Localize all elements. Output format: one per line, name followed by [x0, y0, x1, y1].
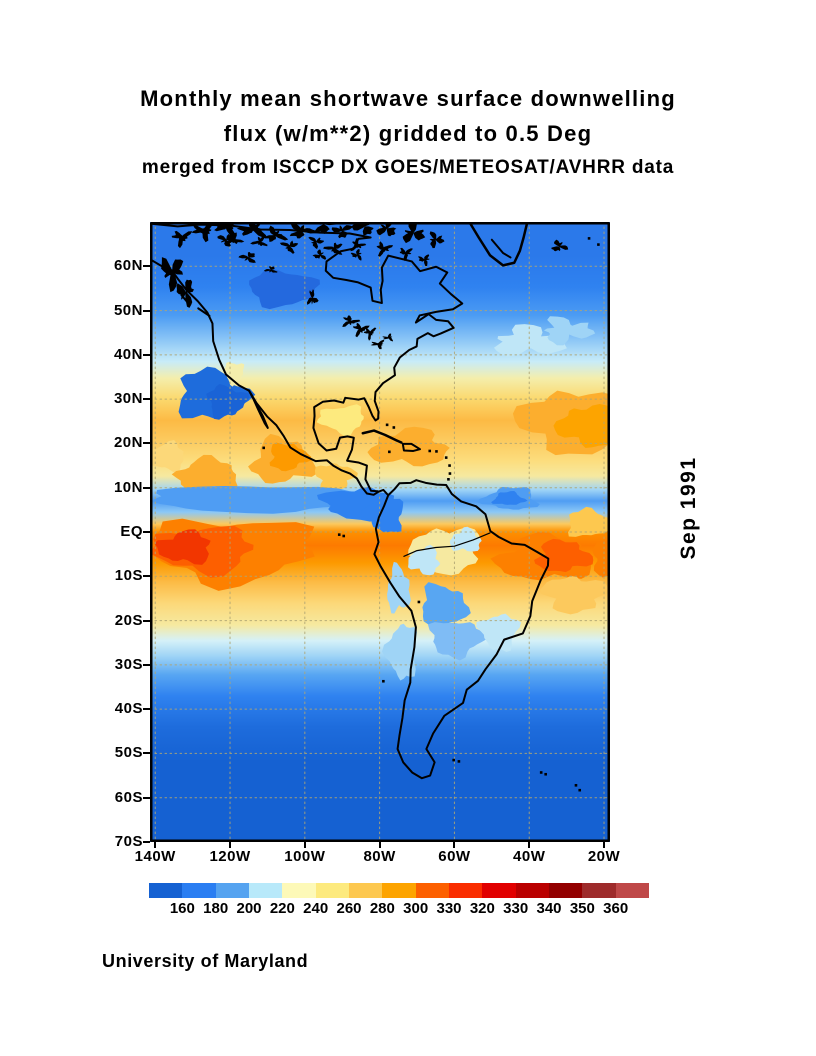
colorbar-segment [149, 883, 183, 898]
lat-tick-mark [143, 663, 150, 666]
title-line-3: merged from ISCCP DX GOES/METEOSAT/AVHRR… [141, 157, 675, 178]
map-canvas [150, 222, 610, 842]
attribution-text: University of Maryland [102, 951, 309, 971]
lat-tick-label: 60S [114, 788, 143, 806]
colorbar-segment [549, 883, 583, 898]
colorbar-segment [182, 883, 217, 898]
colorbar-tick-label: 320 [469, 900, 495, 917]
lat-tick-label: EQ [120, 523, 143, 540]
colorbar-segment [282, 883, 317, 898]
lat-tick-label: 60N [113, 257, 143, 275]
title-line-1: Monthly mean shortwave surface downwelli… [140, 86, 676, 111]
lat-tick-label: 40N [113, 345, 143, 363]
lat-tick-mark [143, 486, 150, 489]
colorbar-tick-label: 330 [436, 900, 462, 917]
lon-tick-label: 140W [134, 848, 176, 865]
lon-tick-label: 40W [513, 848, 546, 865]
lon-tick-mark [528, 842, 531, 848]
lat-tick-mark [143, 841, 150, 843]
lon-tick-mark [154, 842, 157, 848]
lat-tick-label: 50N [113, 301, 143, 319]
colorbar-tick-label: 300 [403, 900, 429, 917]
colorbar-segment [382, 883, 417, 898]
lat-tick-mark [143, 708, 150, 711]
colorbar-tick-label: 350 [569, 900, 595, 917]
colorbar-tick-label: 280 [369, 900, 395, 917]
colorbar-tick-label: 340 [536, 900, 562, 917]
lon-tick-label: 120W [209, 848, 251, 865]
colorbar-segment [249, 883, 283, 898]
lon-tick-mark [378, 842, 381, 848]
colorbar-segment [449, 883, 483, 898]
colorbar-segment [482, 883, 517, 898]
colorbar-tick-label: 260 [336, 900, 362, 917]
colorbar-segment [582, 883, 617, 898]
lat-tick-label: 20S [114, 611, 143, 629]
colorbar-tick-label: 200 [236, 900, 262, 917]
colorbar-segment [215, 883, 250, 898]
lon-tick-mark [453, 842, 456, 848]
lon-tick-mark [603, 842, 606, 848]
lat-tick-mark [143, 398, 150, 401]
colorbar-tick-label: 160 [169, 900, 195, 917]
lat-tick-label: 40S [114, 700, 143, 718]
lon-tick-label: 20W [587, 848, 621, 865]
date-label: Sep 1991 [677, 456, 700, 560]
colorbar-tick-label: 220 [269, 900, 295, 917]
title-line-2: flux (w/m**2) gridded to 0.5 Deg [223, 121, 593, 146]
lat-tick-mark [143, 575, 150, 578]
lon-tick-mark [229, 842, 232, 848]
colorbar-tick-label: 180 [203, 900, 229, 917]
lon-tick-label: 80W [363, 848, 396, 865]
lat-tick-label: 70S [114, 833, 143, 850]
lat-tick-label: 10N [113, 478, 143, 496]
lat-tick-mark [143, 309, 150, 312]
lat-tick-label: 20N [113, 434, 143, 452]
lat-tick-label: 30S [114, 655, 143, 673]
lat-tick-label: 50S [114, 744, 143, 762]
lon-tick-label: 60W [438, 848, 471, 865]
lat-tick-label: 30N [113, 390, 143, 408]
lon-tick-label: 100W [284, 848, 326, 865]
colorbar-tick-label: 330 [503, 900, 529, 917]
lat-tick-mark [143, 442, 150, 445]
lat-tick-mark [143, 619, 150, 622]
colorbar-segment [349, 883, 383, 898]
lat-tick-mark [143, 752, 150, 755]
colorbar-segment [315, 883, 350, 898]
colorbar-tick-label: 360 [603, 900, 629, 917]
lat-tick-mark [143, 265, 150, 268]
colorbar-segment [515, 883, 550, 898]
lat-tick-mark [143, 796, 150, 799]
lat-tick-mark [143, 531, 150, 533]
lat-tick-label: 10S [114, 567, 143, 585]
lat-tick-mark [143, 353, 150, 356]
colorbar-tick-label: 240 [303, 900, 329, 917]
colorbar-segment [415, 883, 450, 898]
lon-tick-mark [303, 842, 306, 848]
colorbar-segment [615, 883, 650, 898]
